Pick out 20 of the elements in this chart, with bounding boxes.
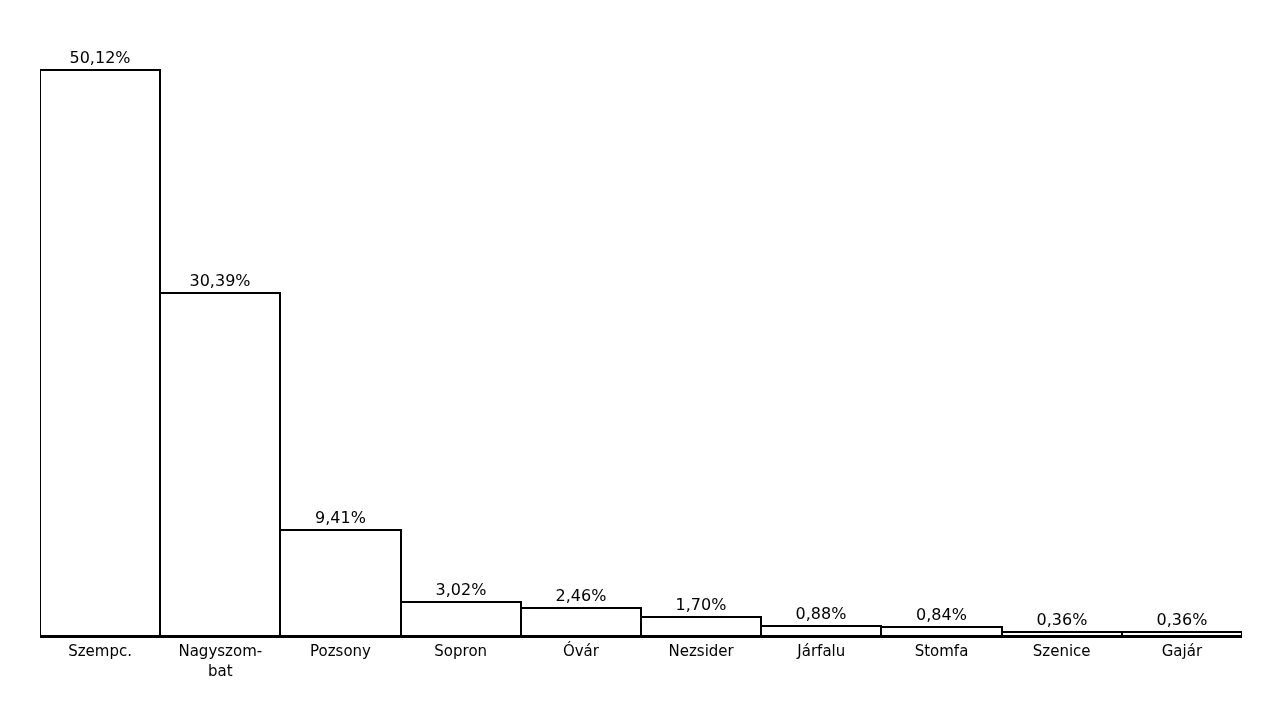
data-label: 1,70% bbox=[675, 595, 727, 614]
data-label: 30,39% bbox=[189, 271, 251, 290]
data-label: 0,36% bbox=[1036, 610, 1088, 629]
data-label: 0,36% bbox=[1156, 610, 1208, 629]
x-tick-label: Nagyszom- bat bbox=[178, 642, 263, 680]
data-label: 0,88% bbox=[795, 604, 847, 623]
x-tick-label: Járfalu bbox=[796, 642, 846, 660]
data-label: 0,84% bbox=[916, 605, 967, 624]
x-tick-label: Szenice bbox=[1032, 642, 1091, 660]
x-tick-label: Pozsony bbox=[310, 642, 372, 660]
x-tick-label: Óvár bbox=[562, 641, 600, 660]
x-tick-label: Stomfa bbox=[914, 642, 969, 660]
data-label: 9,41% bbox=[315, 508, 366, 527]
x-tick-label: Nezsider bbox=[668, 642, 735, 660]
data-label: 3,02% bbox=[435, 580, 487, 599]
x-tick-label: Sopron bbox=[434, 642, 488, 660]
x-tick-label: Gajár bbox=[1161, 642, 1203, 660]
x-tick-label: Szempc. bbox=[68, 642, 132, 660]
data-label: 2,46% bbox=[555, 586, 607, 605]
data-label: 50,12% bbox=[69, 48, 131, 67]
